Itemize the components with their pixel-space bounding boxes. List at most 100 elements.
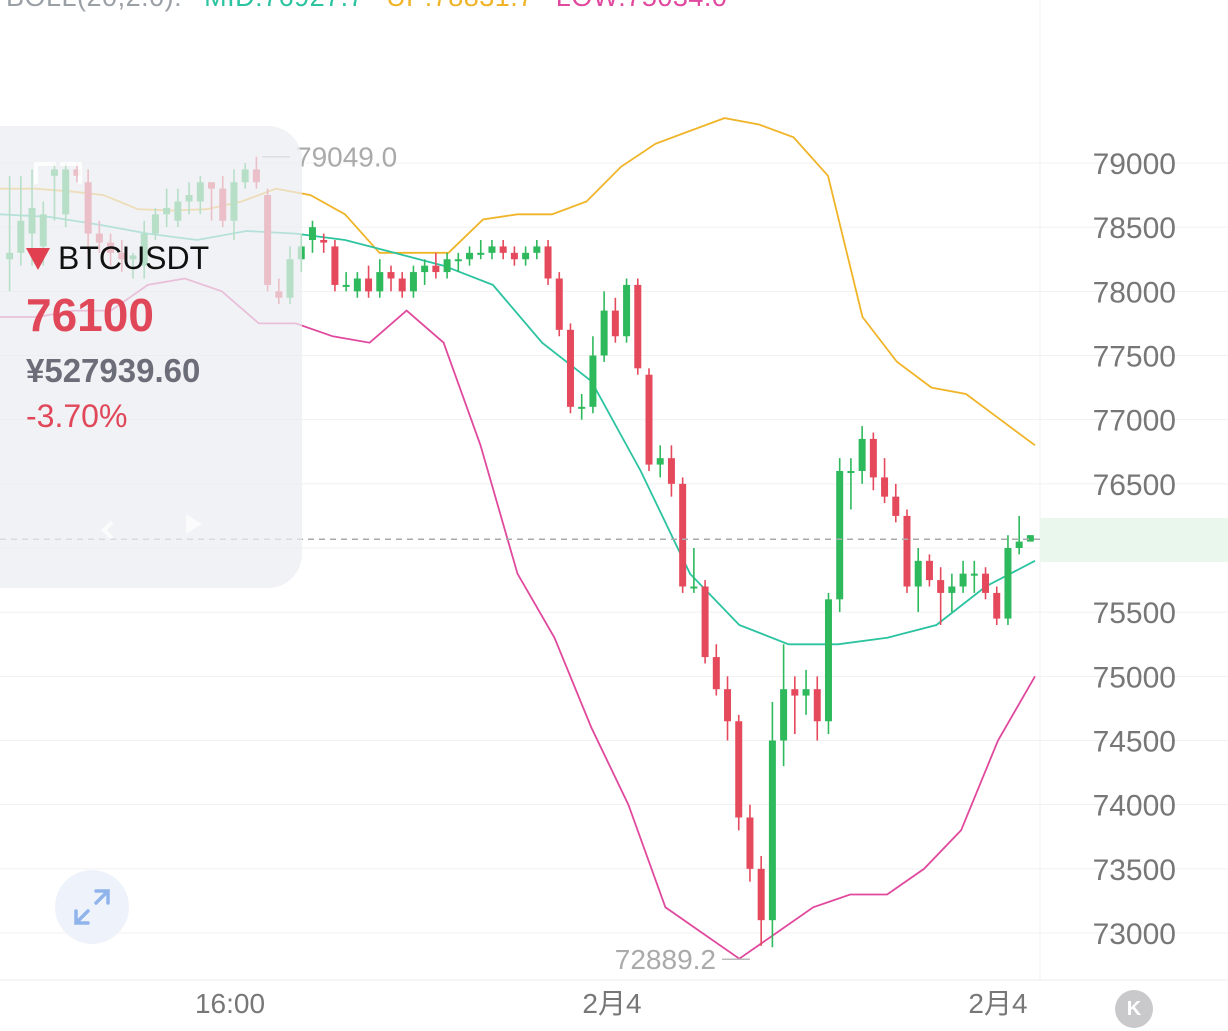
candle-body [454, 259, 462, 262]
x-tick-label: 16:00 [195, 988, 265, 1019]
candle-body [466, 252, 474, 260]
candle-body [342, 284, 350, 287]
high-marker-label: 79049.0 [296, 142, 397, 173]
candle-body [701, 586, 709, 658]
corner-brackets [34, 162, 202, 540]
candle-body [421, 265, 429, 273]
y-tick-label: 76500 [1093, 469, 1176, 502]
candle-body [488, 246, 496, 253]
y-tick-label: 78500 [1093, 212, 1176, 245]
candle-body [623, 284, 631, 337]
candle-body [1015, 541, 1023, 548]
candle-body [387, 272, 395, 279]
candle-body [432, 265, 440, 273]
candle-body [510, 252, 518, 260]
y-tick-label: 77500 [1093, 341, 1176, 374]
candle-body [477, 252, 485, 255]
expand-button[interactable] [55, 870, 129, 944]
y-tick-label: 75000 [1093, 661, 1176, 694]
low-marker-label: 72889.2 [615, 944, 716, 975]
x-tick-label: 2月4 [968, 988, 1027, 1019]
candle-body [959, 573, 967, 587]
down-triangle-icon [26, 247, 50, 270]
candle-body [735, 721, 743, 818]
k-logo-button[interactable]: K [1115, 990, 1153, 1028]
candle-body [555, 278, 563, 330]
candle-body [925, 560, 933, 581]
y-tick-label: 75500 [1093, 597, 1176, 630]
candle-body [869, 438, 877, 478]
boll-label: BOLL(20,2.0): [6, 0, 182, 12]
ticker-overlay-card[interactable] [0, 126, 302, 588]
candle-body [589, 355, 597, 407]
candle-body [791, 689, 799, 696]
candle-body [499, 246, 507, 253]
candle-body [824, 599, 832, 722]
candle-body [937, 580, 945, 593]
y-tick-label: 73500 [1093, 854, 1176, 887]
boll-mid-value: MID:76927.7 [204, 0, 364, 12]
candle-body [353, 278, 361, 292]
boll-indicator-header: BOLL(20,2.0): MID:76927.7 UP:78831.7 LOW:75… [6, 0, 749, 13]
candle-body [1026, 535, 1034, 542]
candle-body [578, 406, 586, 409]
candle-body [847, 471, 855, 473]
candle-body [443, 259, 451, 273]
candle-body [308, 227, 316, 240]
current-price-box [1040, 518, 1228, 562]
candle-body [802, 689, 810, 696]
candle-body [903, 515, 911, 587]
candle-body [409, 272, 417, 292]
candle-body [724, 689, 732, 722]
y-tick-label: 78000 [1093, 276, 1176, 309]
candle-body [645, 374, 653, 465]
candle-body [398, 278, 406, 292]
symbol-row: BTCUSDT [26, 240, 209, 277]
x-tick-label: 2月4 [582, 988, 641, 1019]
candle-body [522, 252, 530, 260]
expand-arrows-icon [74, 889, 110, 925]
last-price: 76100 [26, 289, 154, 341]
candle-body [948, 586, 956, 593]
candle-body [656, 458, 664, 465]
candle-body [376, 272, 384, 292]
candle-body [881, 477, 889, 497]
change-percent: -3.70% [26, 398, 128, 434]
y-tick-label: 73000 [1093, 918, 1176, 951]
candle-body [533, 246, 541, 253]
cny-price: ¥527939.60 [26, 352, 201, 389]
candle-body [858, 438, 866, 471]
candle-body [993, 592, 1001, 619]
candle-body [667, 458, 675, 484]
candle-body [836, 471, 844, 600]
candle-body [768, 740, 776, 921]
boll-low-value: LOW:75034.0 [556, 0, 728, 12]
candle-body [320, 240, 328, 243]
candle-body [780, 689, 788, 741]
y-tick-label: 74500 [1093, 726, 1176, 759]
candle-body [914, 560, 922, 587]
candle-body [892, 496, 900, 516]
candle-body [712, 657, 720, 690]
symbol-name: BTCUSDT [58, 240, 210, 276]
candle-body [544, 246, 552, 279]
candle-body [757, 868, 765, 921]
y-tick-label: 79000 [1093, 148, 1176, 181]
candle-body [679, 483, 687, 587]
candle-body [600, 310, 608, 356]
candle-body [1004, 548, 1012, 619]
candle-body [634, 284, 642, 369]
candle-body [365, 278, 373, 292]
candle-body [746, 817, 754, 869]
candle-body [611, 310, 619, 337]
candle-body [813, 689, 821, 722]
y-tick-label: 77000 [1093, 405, 1176, 438]
candle-body [690, 586, 698, 589]
candle-body [331, 246, 339, 285]
candle-body [970, 573, 978, 576]
y-tick-label: 74000 [1093, 790, 1176, 823]
candle-body [982, 573, 990, 593]
boll-up-value: UP:78831.7 [386, 0, 534, 12]
candle-body [566, 329, 574, 407]
